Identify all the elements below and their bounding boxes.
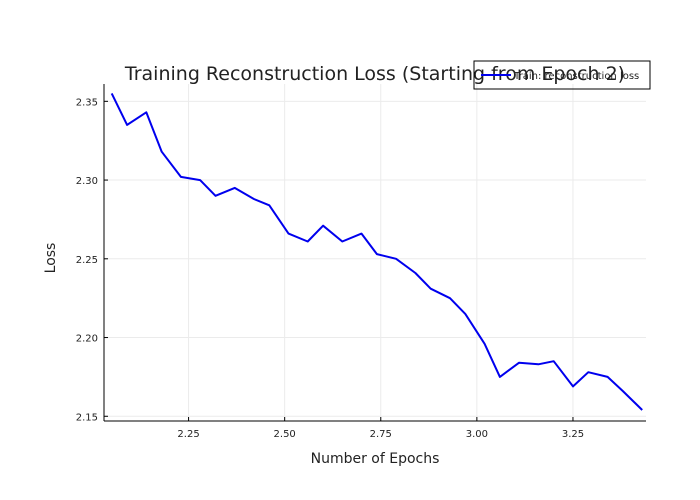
y-tick-label: 2.30: [76, 176, 98, 187]
y-ticks: 2.15 2.20 2.25 2.30 2.35: [76, 97, 108, 423]
grid-lines: [104, 84, 646, 421]
x-tick-label: 2.25: [177, 429, 199, 440]
y-tick-label: 2.20: [76, 334, 98, 345]
legend-label: Train: reconstruction loss: [513, 71, 639, 82]
legend: Train: reconstruction loss: [473, 60, 651, 90]
y-tick-label: 2.25: [76, 255, 98, 266]
legend-box: [473, 60, 651, 90]
x-tick-label: 3.00: [466, 429, 488, 440]
x-axis-label: Number of Epochs: [311, 451, 440, 467]
y-tick-label: 2.35: [76, 97, 98, 108]
x-tick-label: 3.25: [562, 429, 584, 440]
y-tick-label: 2.15: [76, 412, 98, 423]
y-axis-label: Loss: [43, 243, 59, 274]
series-line-train-reconstruction-loss: [110, 92, 643, 411]
x-tick-label: 2.50: [274, 429, 296, 440]
x-ticks: 2.25 2.50 2.75 3.00 3.25: [177, 417, 584, 440]
x-tick-label: 2.75: [370, 429, 392, 440]
chart-title: Training Reconstruction Loss (Starting f…: [124, 63, 625, 85]
axes: [103, 84, 646, 422]
series-lines: [110, 92, 643, 411]
